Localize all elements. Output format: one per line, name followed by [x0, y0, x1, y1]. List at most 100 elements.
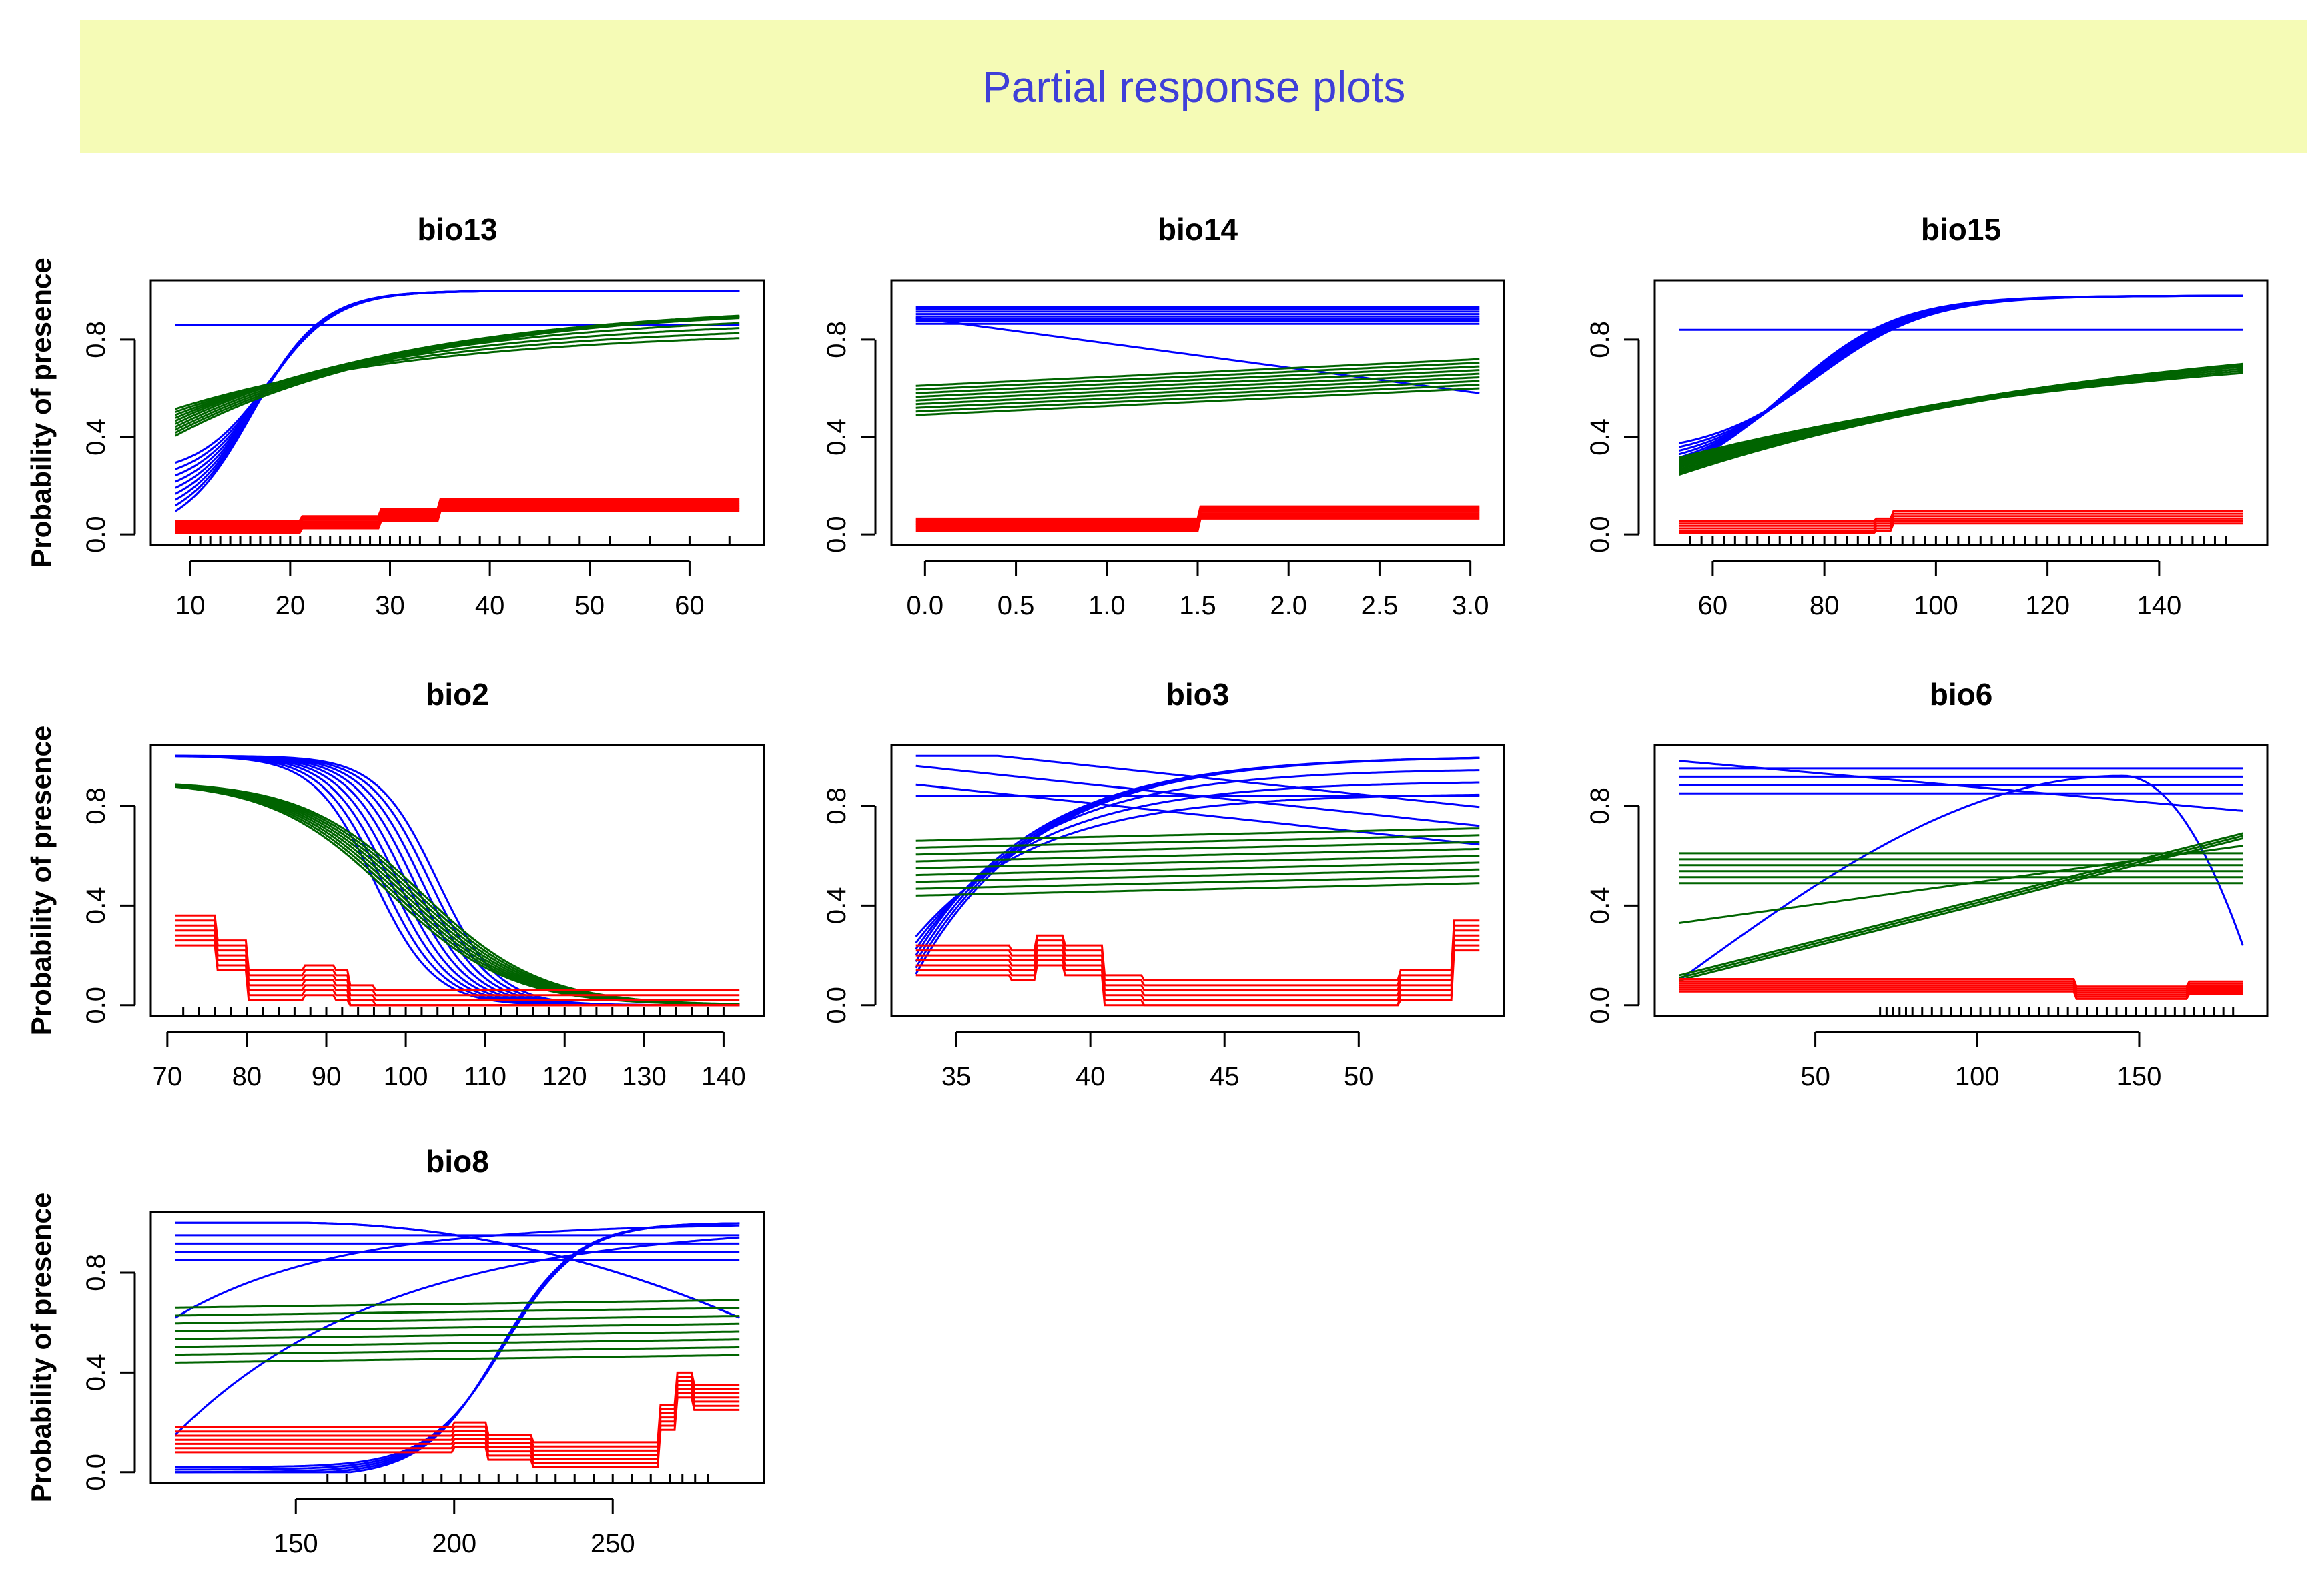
x-tick-label: 100: [1955, 1062, 2000, 1091]
x-tick-label: 1.5: [1179, 591, 1216, 620]
series-line-green: [1679, 365, 2243, 476]
series-line-red: [915, 512, 1480, 527]
series-line-red: [175, 1396, 740, 1468]
series-line-green: [1679, 837, 2243, 981]
series-line-red: [175, 1371, 740, 1444]
x-tick-label: 120: [2025, 591, 2070, 620]
series-line-red: [915, 929, 1480, 991]
series-line-green: [915, 369, 1480, 398]
panel-bio15: bio15 60 80 100 120 140 0.0 0.4 0.8: [1585, 212, 2269, 620]
series-line-red: [175, 1388, 740, 1460]
series-line-blue: [175, 1222, 740, 1468]
x-tick-label: 200: [432, 1529, 476, 1558]
panel-title: bio3: [1166, 677, 1230, 712]
plot-frame: [1653, 279, 2269, 546]
plot-frame: [149, 744, 765, 1017]
x-tick-label: 120: [542, 1062, 587, 1091]
series-group: [1679, 294, 2243, 534]
series-line-green: [175, 316, 740, 437]
series-line-red: [915, 949, 1480, 1007]
series-line-red: [175, 1384, 740, 1456]
series-line-red: [1679, 990, 2243, 1000]
panel-title: bio2: [426, 677, 489, 712]
plot-frame: [149, 1211, 765, 1484]
plot-frame: [149, 279, 765, 546]
series-line-green: [915, 827, 1480, 842]
panel-bio3: bio3 35 40 45 50 0.0 0.4 0.8: [822, 677, 1505, 1091]
y-tick-label: 0.0: [822, 516, 851, 553]
series-line-red: [175, 1392, 740, 1464]
series-line-green: [175, 1315, 740, 1325]
x-tick-label: 90: [312, 1062, 342, 1091]
x-tick-label: 80: [1810, 591, 1840, 620]
x-tick-label: 80: [232, 1062, 262, 1091]
series-line-green: [1679, 364, 2243, 474]
series-line-green: [915, 365, 1480, 394]
series-line-red: [175, 919, 740, 997]
series-line-red: [1679, 510, 2243, 522]
series-line-green: [175, 1330, 740, 1340]
title-banner: Partial response plots: [80, 20, 2307, 153]
x-tick-label: 150: [274, 1529, 318, 1558]
series-line-red: [915, 934, 1480, 997]
series-line-green: [175, 315, 740, 431]
x-tick-label: 130: [622, 1062, 667, 1091]
series-line-red: [175, 500, 740, 524]
x-tick-label: 2.0: [1270, 591, 1307, 620]
series-line-green: [915, 362, 1480, 391]
x-tick-label: 50: [575, 591, 605, 620]
series-line-red: [175, 506, 740, 531]
series-line-red: [915, 939, 1480, 1001]
series-line-red: [175, 1380, 740, 1452]
series-line-blue: [915, 783, 1480, 846]
series-line-green: [915, 384, 1480, 413]
y-tick-label: 0.4: [81, 418, 111, 456]
series-line-blue: [174, 1236, 740, 1436]
series-line-red: [915, 919, 1480, 981]
series-line-green: [175, 786, 740, 1006]
series-line-green: [175, 1322, 740, 1332]
panel-title: bio15: [1921, 212, 2001, 247]
y-tick-label: 0.4: [1585, 418, 1615, 456]
series-line-blue: [175, 290, 740, 470]
x-tick-label: 110: [464, 1062, 506, 1091]
x-tick-label: 100: [384, 1062, 428, 1091]
x-tick-label: 150: [2117, 1062, 2162, 1091]
series-line-green: [915, 861, 1480, 877]
y-tick-label: 0.0: [81, 987, 111, 1024]
series-group: [175, 754, 740, 1007]
x-tick-label: 3.0: [1452, 591, 1489, 620]
series-line-blue: [175, 754, 740, 1007]
panel-title: bio14: [1158, 212, 1238, 247]
panel-bio2: bio2 70 80 90 100 110 120 130 140 0.0 0.4 0.8 Probab…: [25, 677, 765, 1091]
x-tick-label: 100: [1914, 591, 1958, 620]
series-line-blue: [1679, 760, 2243, 812]
y-tick-label: 0.0: [81, 1454, 111, 1491]
x-tick-label: 70: [153, 1062, 183, 1091]
series-line-blue: [915, 316, 1480, 394]
panel-bio14: bio14 0.0 0.5 1.0 1.5 2.0 2.5 3.0 0.0 0.4 0.8: [822, 212, 1505, 620]
series-line-green: [175, 785, 740, 1006]
series-line-green: [175, 1338, 740, 1348]
x-tick-label: 1.0: [1088, 591, 1126, 620]
series-group: [174, 290, 740, 534]
series-line-green: [175, 314, 740, 425]
series-line-red: [175, 501, 740, 526]
series-line-green: [175, 784, 740, 1005]
series-line-green: [915, 841, 1480, 856]
x-tick-label: 0.5: [998, 591, 1035, 620]
y-tick-label: 0.4: [822, 418, 851, 456]
x-tick-label: 30: [375, 591, 405, 620]
series-line-green: [915, 380, 1480, 409]
series-line-blue: [1678, 774, 2244, 981]
series-line-blue: [1679, 294, 2243, 444]
series-line-blue: [1679, 294, 2243, 448]
series-line-red: [175, 914, 740, 991]
series-line-red: [1679, 986, 2243, 996]
y-tick-label: 0.8: [81, 321, 111, 358]
series-line-red: [1679, 988, 2243, 998]
series-line-green: [915, 847, 1480, 863]
y-tick-label: 0.4: [822, 887, 851, 925]
plot-frame: [890, 279, 1505, 546]
series-line-green: [175, 1354, 740, 1364]
